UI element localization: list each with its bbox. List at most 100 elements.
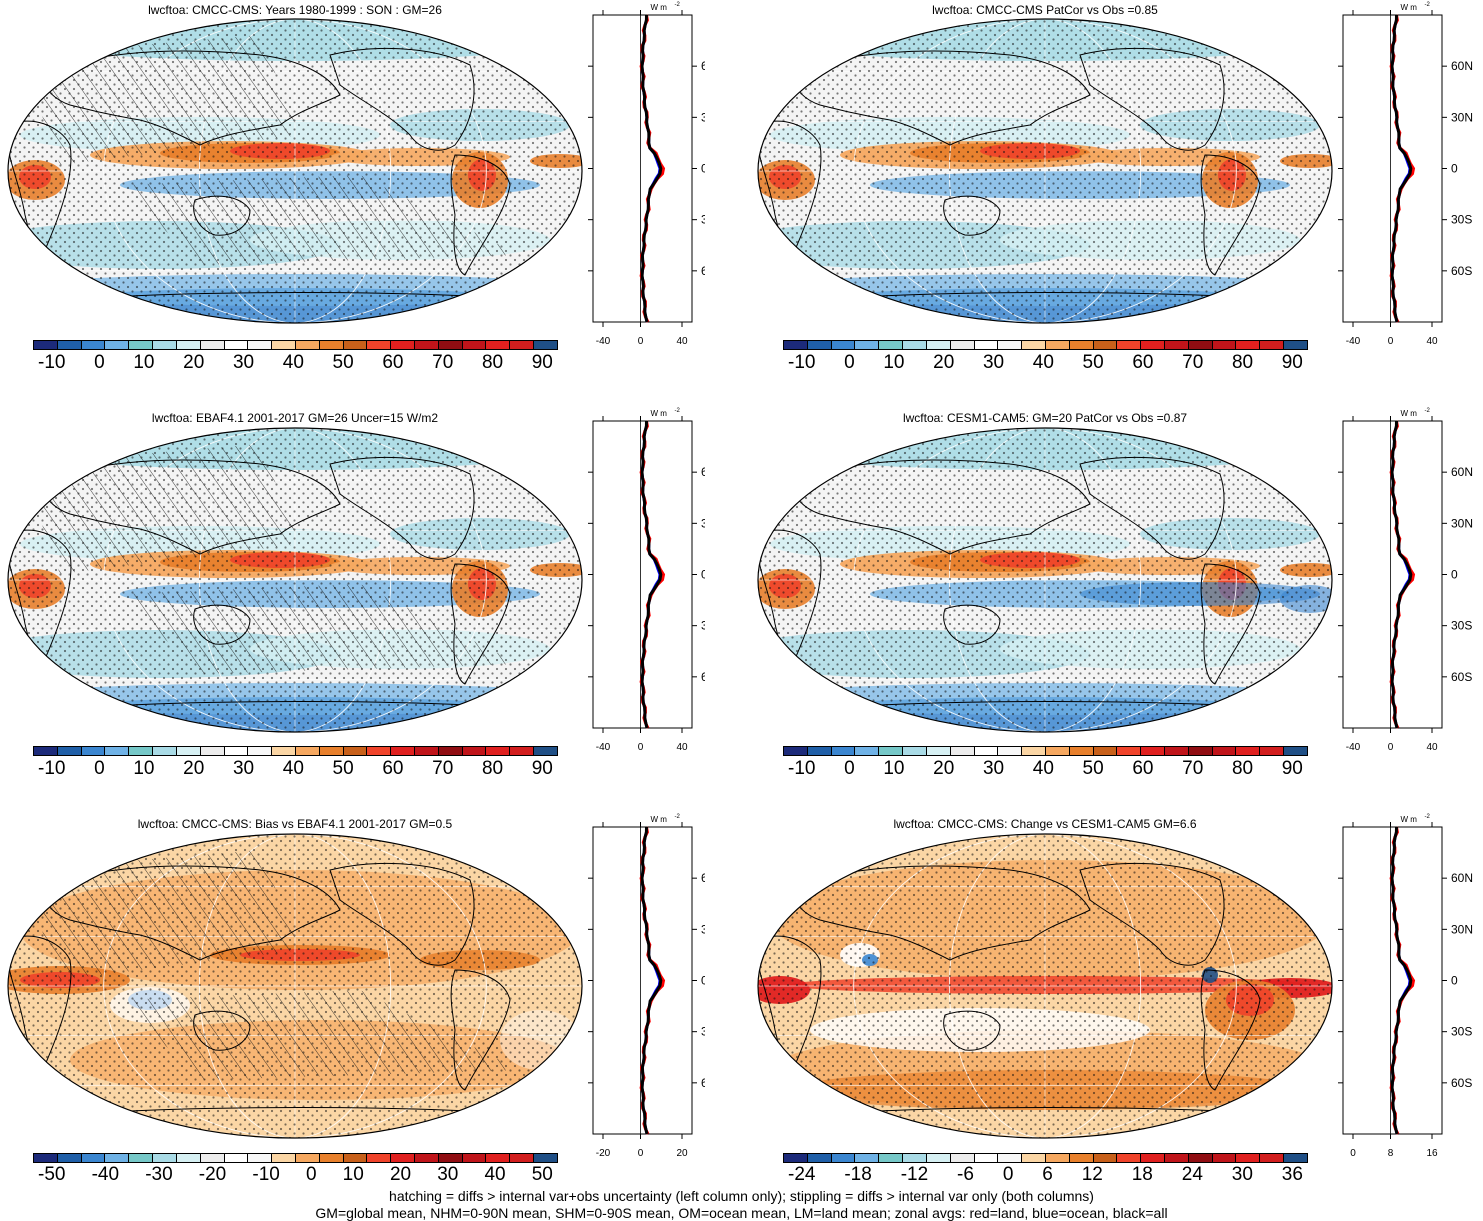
colorbar-swatch: [367, 1154, 392, 1162]
svg-text:0: 0: [638, 742, 644, 753]
svg-text:40: 40: [1426, 336, 1438, 347]
svg-text:0: 0: [701, 974, 705, 988]
colorbar-label: -10: [788, 352, 816, 373]
colorbar-swatch: [879, 747, 904, 755]
colorbar-swatch: [998, 1154, 1023, 1162]
colorbar-label: 50: [1082, 758, 1104, 779]
colorbar-label: 10: [342, 1164, 364, 1185]
colorbar-swatch: [950, 341, 975, 349]
svg-text:W m: W m: [651, 409, 668, 418]
colorbar-swatch: [1260, 1154, 1285, 1162]
colorbar-label: 30: [437, 1164, 459, 1185]
colorbar-swatch: [1045, 747, 1070, 755]
colorbar-swatch: [831, 341, 856, 349]
colorbar-label: 20: [933, 352, 955, 373]
svg-text:0: 0: [1388, 742, 1394, 753]
colorbar-label: 70: [1182, 758, 1204, 779]
colorbar-swatch: [784, 1154, 808, 1162]
colorbar-swatch: [1236, 1154, 1261, 1162]
colorbar-swatch: [81, 747, 106, 755]
colorbar-swatch: [807, 1154, 832, 1162]
zonal-mean-plot: W m -2 60N 30N 0 30S 60S 0 8 16: [1338, 814, 1473, 1159]
colorbar-swatch: [129, 1154, 154, 1162]
colorbar-swatch: [438, 747, 463, 755]
svg-text:60N: 60N: [1451, 465, 1473, 479]
colorbar-swatch: [486, 1154, 511, 1162]
svg-text:60N: 60N: [701, 59, 705, 73]
svg-text:-2: -2: [1425, 814, 1431, 820]
svg-text:0: 0: [1451, 974, 1458, 988]
svg-text:60S: 60S: [1451, 670, 1472, 684]
svg-text:-40: -40: [596, 336, 611, 347]
colorbar-swatch: [998, 747, 1023, 755]
colorbar-labels: -10 0 10 20 30 40 50 60 70 80 90: [38, 758, 553, 780]
colorbar-swatch: [224, 341, 249, 349]
svg-text:30S: 30S: [701, 1025, 705, 1039]
colorbar-swatch: [343, 341, 368, 349]
colorbar-swatch: [319, 747, 344, 755]
colorbar: [33, 746, 558, 756]
colorbar-swatch: [1117, 747, 1142, 755]
colorbar-swatch: [1069, 1154, 1094, 1162]
colorbar-swatch: [1069, 341, 1094, 349]
colorbar-swatch: [486, 747, 511, 755]
colorbar-swatch: [534, 1154, 557, 1162]
colorbar-swatch: [510, 1154, 535, 1162]
colorbar-label: -30: [145, 1164, 173, 1185]
colorbar-label: -50: [38, 1164, 66, 1185]
colorbar-label: 40: [484, 1164, 506, 1185]
colorbar-label: 10: [883, 758, 905, 779]
colorbar-swatch: [248, 747, 273, 755]
map: [7, 833, 583, 1139]
colorbar-label: 30: [982, 758, 1005, 779]
colorbar-swatch: [855, 341, 880, 349]
footer-line-1: hatching = diffs > internal var+obs unce…: [389, 1188, 1094, 1204]
colorbar-label: 80: [481, 758, 504, 779]
colorbar-swatch: [415, 341, 439, 349]
colorbar-swatch: [153, 747, 177, 755]
colorbar-swatch: [1069, 747, 1094, 755]
colorbar-swatch: [903, 747, 927, 755]
colorbar-label: 50: [531, 1164, 553, 1185]
colorbar-label: 0: [94, 352, 105, 373]
colorbar-label: 24: [1181, 1164, 1203, 1185]
colorbar-swatch: [1236, 341, 1261, 349]
colorbar-label: -10: [38, 352, 66, 373]
colorbar-label: -24: [788, 1164, 816, 1185]
colorbar-swatch: [1284, 1154, 1307, 1162]
colorbar-label: 18: [1131, 1164, 1153, 1185]
svg-text:-2: -2: [1425, 408, 1431, 414]
colorbar-labels: -24 -18 -12 -6 0 6 12 18 24 30 36: [788, 1164, 1303, 1186]
colorbar-swatch: [176, 1154, 201, 1162]
svg-text:8: 8: [1388, 1148, 1394, 1159]
svg-text:40: 40: [1426, 742, 1438, 753]
colorbar-swatch: [998, 341, 1023, 349]
colorbar-swatch: [462, 747, 487, 755]
colorbar-swatch: [1284, 747, 1307, 755]
svg-text:30N: 30N: [701, 922, 705, 936]
colorbar-swatch: [129, 747, 154, 755]
colorbar-labels: -10 0 10 20 30 40 50 60 70 80 90: [788, 352, 1303, 374]
colorbar-label: 80: [1231, 352, 1254, 373]
colorbar-swatch: [1212, 747, 1237, 755]
colorbar-label: 40: [1032, 352, 1054, 373]
svg-text:-2: -2: [675, 408, 681, 414]
svg-text:-20: -20: [596, 1148, 611, 1159]
colorbar-swatch: [1165, 747, 1189, 755]
colorbar-label: 60: [1132, 758, 1154, 779]
colorbar-label: 20: [933, 758, 955, 779]
colorbar-swatch: [343, 1154, 368, 1162]
colorbar-swatch: [1212, 1154, 1237, 1162]
colorbar-swatch: [879, 1154, 904, 1162]
colorbar-swatch: [295, 341, 320, 349]
svg-text:0: 0: [1350, 1148, 1356, 1159]
svg-text:-2: -2: [1425, 2, 1431, 8]
colorbar-swatch: [807, 341, 832, 349]
zonal-mean-plot: W m -2 60N 30N 0 30S 60S -40 0 40: [588, 2, 705, 347]
colorbar-swatch: [1022, 1154, 1046, 1162]
svg-text:60S: 60S: [1451, 264, 1472, 278]
colorbar-swatch: [926, 341, 951, 349]
colorbar-label: 40: [282, 352, 304, 373]
svg-text:60N: 60N: [701, 465, 705, 479]
colorbar-label: 50: [332, 758, 354, 779]
